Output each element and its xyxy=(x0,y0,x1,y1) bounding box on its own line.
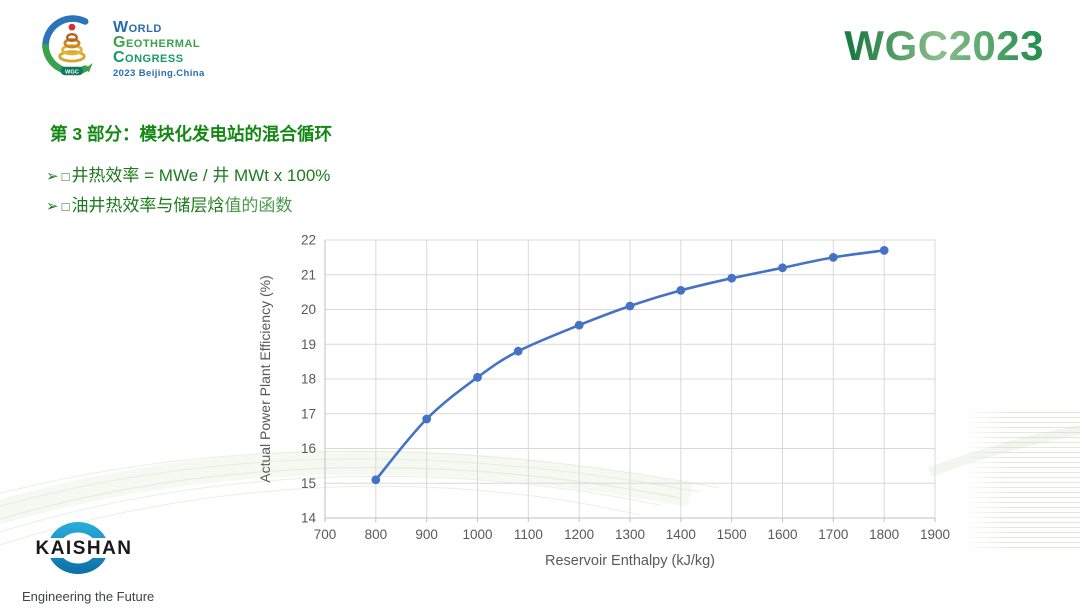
data-point-marker xyxy=(625,301,635,311)
bullet-item-1: ➢ □ 井热效率 = MWe / 井 MWt x 100% xyxy=(46,161,330,191)
x-tick-label: 1100 xyxy=(514,527,543,542)
data-point-marker xyxy=(778,263,787,273)
congress-logo-line2: Geothermal xyxy=(113,34,201,51)
data-point-marker xyxy=(879,246,889,255)
bullet-text-tail: 值的函数 xyxy=(224,196,293,215)
bullet-item-2: ➢ □ 油井热效率与储层焓值的函数 xyxy=(46,191,330,221)
x-tick-label: 700 xyxy=(314,527,337,542)
x-tick-label: 1200 xyxy=(564,527,594,542)
congress-logo-text: World Geothermal Congress 2023 Beijing.C… xyxy=(113,11,205,80)
bullet-list: ➢ □ 井热效率 = MWe / 井 MWt x 100% ➢ □ 油井热效率与储层焓值… xyxy=(46,161,330,221)
x-tick-label: 1800 xyxy=(869,527,899,542)
missing-glyph-box-icon: □ xyxy=(61,169,70,184)
x-tick-label: 1600 xyxy=(767,527,797,542)
y-tick-label: 16 xyxy=(301,441,316,456)
data-point-marker xyxy=(574,320,584,330)
kaishan-tagline: Engineering the Future xyxy=(22,589,155,604)
arrow-bullet-icon: ➢ xyxy=(46,168,59,185)
missing-glyph-box-icon: □ xyxy=(61,199,70,214)
y-tick-label: 19 xyxy=(301,337,316,352)
bullet-text: 油井热效率与储层焓 xyxy=(71,196,225,215)
kaishan-logo: KAISHAN Engineering the Future xyxy=(20,510,160,604)
kaishan-wordmark: KAISHAN xyxy=(35,538,132,559)
brand-wgc2023: WGC2023 xyxy=(844,22,1044,69)
data-point-marker xyxy=(473,372,482,382)
bullet-text: 井热效率 = MWe / 井 MWt x 100% xyxy=(71,166,331,185)
slide-title: 第 3 部分：模块化发电站的混合循环 xyxy=(50,124,332,144)
y-axis-title: Actual Power Plant Efficiency (%) xyxy=(257,275,273,483)
background-stripes xyxy=(962,412,1080,548)
x-axis-title: Reservoir Enthalpy (kJ/kg) xyxy=(545,553,715,569)
x-tick-label: 1400 xyxy=(666,527,696,542)
x-tick-label: 1300 xyxy=(615,527,645,542)
kaishan-emblem-icon: KAISHAN xyxy=(28,522,152,574)
y-tick-label: 22 xyxy=(301,233,316,248)
efficiency-line-chart: 14 15 16 17 18 19 20 21 22 700 800 900 1000 1100 1200 1… xyxy=(257,233,950,570)
y-tick-label: 15 xyxy=(301,476,316,491)
arrow-bullet-icon: ➢ xyxy=(46,198,59,215)
congress-emblem-icon: WGC xyxy=(42,15,93,75)
y-tick-label: 21 xyxy=(301,267,316,282)
congress-logo-line1: World xyxy=(113,19,162,36)
y-tick-label: 20 xyxy=(301,302,316,317)
congress-logo-line3: Congress xyxy=(113,49,184,66)
x-tick-label: 1900 xyxy=(920,527,950,542)
y-tick-label: 18 xyxy=(301,372,316,387)
y-tick-label: 17 xyxy=(301,406,316,421)
data-point-marker xyxy=(422,414,432,424)
data-point-marker xyxy=(371,475,381,485)
data-point-marker xyxy=(513,346,523,356)
y-tick-label: 14 xyxy=(301,511,317,526)
x-tick-label: 1700 xyxy=(818,527,848,542)
x-tick-label: 1500 xyxy=(717,527,747,542)
x-tick-label: 1000 xyxy=(462,527,492,542)
data-point-marker xyxy=(676,286,686,295)
data-point-marker xyxy=(828,253,838,262)
congress-badge-text: WGC xyxy=(65,69,79,75)
x-tick-label: 900 xyxy=(415,527,438,542)
data-point-marker xyxy=(727,273,737,283)
x-tick-label: 800 xyxy=(365,527,388,542)
congress-logo: WGC World Geothermal Congress 2023 Beiji… xyxy=(38,11,205,81)
congress-logo-line4: 2023 Beijing.China xyxy=(113,68,205,79)
